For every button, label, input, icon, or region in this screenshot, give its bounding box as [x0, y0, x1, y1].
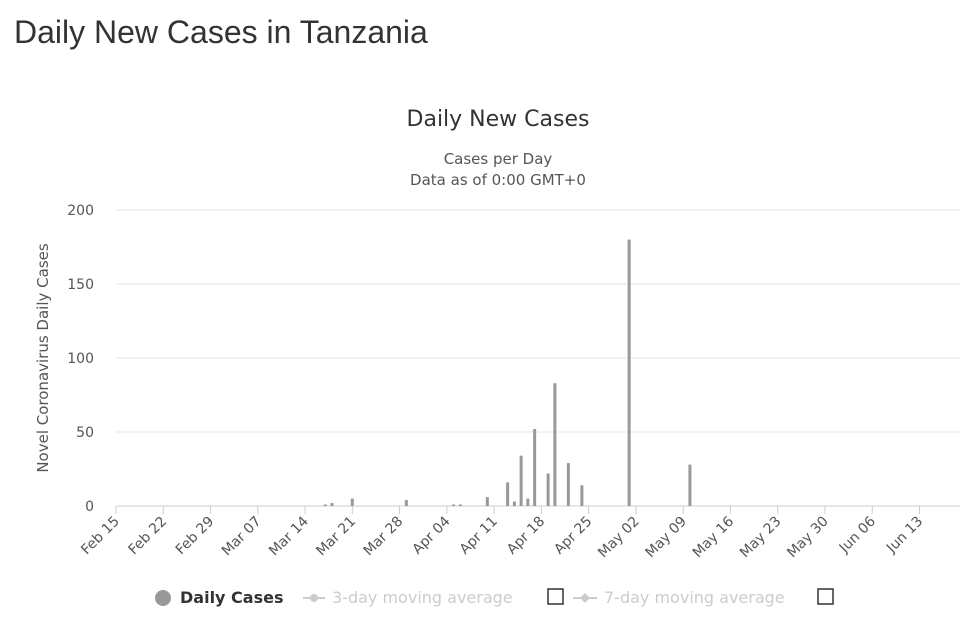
legend-label-daily-cases[interactable]: Daily Cases: [180, 588, 283, 607]
x-tick-label: Feb 29: [173, 514, 218, 559]
bar[interactable]: [330, 503, 334, 506]
chart-subtitle-line-1: Cases per Day: [444, 150, 553, 168]
x-tick-label: Apr 25: [551, 514, 595, 558]
bar[interactable]: [566, 463, 570, 506]
x-tick-label: Mar 28: [361, 514, 407, 560]
x-tick-label: Feb 22: [126, 514, 171, 559]
chart-legend: Daily Cases 3-day moving average 7-day mov…: [155, 588, 834, 607]
legend-marker-7day[interactable]: [580, 593, 590, 603]
bar[interactable]: [580, 485, 584, 506]
x-tick-label: Apr 18: [504, 514, 548, 558]
y-tick-label: 50: [76, 425, 94, 441]
legend-label-7day[interactable]: 7-day moving average: [604, 588, 785, 607]
legend-checkbox-3day[interactable]: [547, 588, 564, 605]
x-axis-ticks: Feb 15 Feb 22 Feb 29 Mar 07 Mar 14 Mar 21 Mar …: [78, 506, 926, 561]
bar[interactable]: [553, 383, 557, 506]
x-tick-label: Feb 15: [78, 514, 123, 559]
x-tick-label: Jun 13: [883, 514, 926, 557]
bar[interactable]: [323, 504, 327, 506]
bar[interactable]: [485, 497, 489, 506]
grid-lines: [116, 209, 960, 507]
y-tick-label: 100: [67, 351, 94, 367]
x-tick-label: May 09: [642, 514, 690, 562]
x-tick-label: Mar 07: [219, 514, 265, 560]
x-tick-label: Apr 04: [409, 513, 453, 557]
page-title: Daily New Cases in Tanzania: [14, 14, 428, 50]
legend-marker-3day[interactable]: [310, 594, 318, 602]
bar[interactable]: [512, 501, 516, 506]
legend-checkbox-7day[interactable]: [817, 588, 834, 605]
x-tick-label: May 02: [595, 514, 643, 562]
x-tick-label: Mar 14: [266, 513, 312, 559]
x-tick-label: Jun 06: [836, 513, 879, 556]
x-tick-label: Mar 21: [313, 514, 359, 560]
chart-svg: Daily New Cases Cases per Day Data as of…: [34, 107, 960, 607]
bar[interactable]: [627, 239, 631, 506]
bar[interactable]: [546, 473, 550, 506]
bar[interactable]: [688, 464, 692, 506]
bar[interactable]: [506, 482, 510, 506]
bar[interactable]: [533, 429, 537, 506]
x-tick-label: Apr 11: [457, 514, 501, 558]
bar[interactable]: [526, 498, 530, 506]
chart-subtitle-line-2: Data as of 0:00 GMT+0: [410, 171, 586, 189]
bar[interactable]: [404, 500, 408, 506]
y-tick-label: 150: [67, 277, 94, 293]
chart-container: Daily New Cases Cases per Day Data as of…: [0, 90, 960, 641]
legend-label-3day[interactable]: 3-day moving average: [332, 588, 513, 607]
x-tick-label: May 30: [784, 514, 832, 562]
y-axis-label: Novel Coronavirus Daily Cases: [34, 243, 52, 473]
bar[interactable]: [458, 504, 462, 506]
y-tick-label: 200: [67, 203, 94, 219]
x-tick-label: May 16: [690, 513, 738, 561]
y-axis-ticks: 0 50 100 150 200: [67, 203, 94, 515]
bar[interactable]: [350, 498, 354, 506]
chart-title: Daily New Cases: [407, 107, 590, 132]
bar[interactable]: [452, 504, 456, 506]
bar[interactable]: [519, 455, 523, 506]
x-tick-label: May 23: [737, 514, 785, 562]
y-tick-label: 0: [85, 499, 94, 515]
bar-series: [323, 239, 692, 506]
legend-marker-daily-cases[interactable]: [155, 590, 171, 606]
